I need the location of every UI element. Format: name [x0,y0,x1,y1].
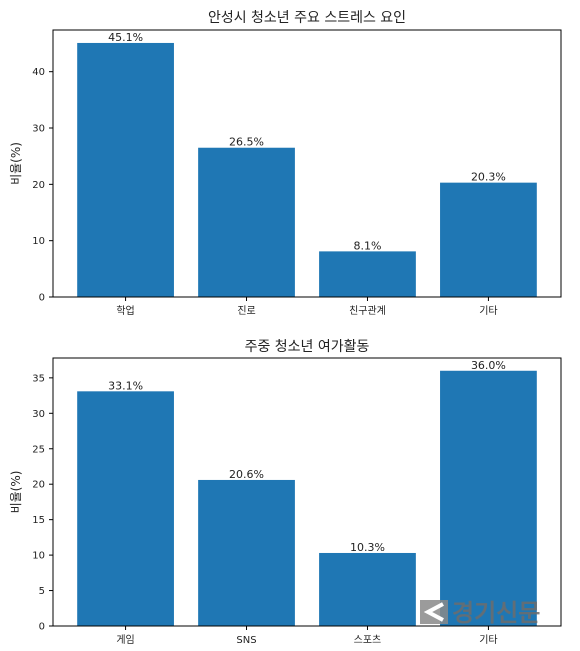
y-tick-label: 20 [32,180,45,191]
y-tick-label: 25 [32,444,45,455]
x-tick-label: 진로 [237,305,255,317]
chart-title: 주중 청소년 여가활동 [245,339,370,355]
chart-title: 안성시 청소년 주요 스트레스 요인 [208,10,406,26]
watermark-text: 경기신문 [452,599,540,627]
bar-4 [440,182,537,297]
x-tick-label: 기타 [479,634,497,646]
y-tick-label: 40 [32,67,45,78]
bar-2 [198,147,295,297]
chart-panel-2: 주중 청소년 여가활동 33.1% 게임 20.6% SNS 10.3% 스포츠 36.0% 기… [9,339,562,646]
x-tick-label: 기타 [479,305,497,317]
x-tick-label: 친구관계 [349,305,386,317]
bar-data-label: 10.3% [350,541,385,554]
watermark: 경기신문 [420,599,540,627]
y-tick-label: 10 [32,236,45,247]
chart-panel-1: 안성시 청소년 주요 스트레스 요인 45.1% 학업 26.5% 진로 8.1% 친구관계… [9,10,562,317]
x-tick-label: 학업 [116,304,134,317]
plot-frame [52,357,562,627]
y-tick-label: 35 [32,373,45,384]
bar-2 [198,479,295,626]
x-tick-label: 스포츠 [354,634,382,646]
bar-data-label: 20.3% [471,171,506,184]
bar-1 [77,42,174,298]
y-tick-label: 20 [32,480,45,491]
bar-data-label: 45.1% [108,31,143,44]
x-tick-label: 게임 [116,633,134,646]
y-axis-label: 비율(%) [9,471,23,514]
y-tick-label: 30 [32,409,45,420]
bar-data-label: 33.1% [108,379,143,392]
y-tick-label: 0 [39,622,45,633]
bar-4 [440,370,537,626]
y-tick-label: 5 [39,586,45,597]
x-tick-label: SNS [236,635,256,646]
bar-data-label: 20.6% [229,468,264,481]
gyeonggi-shinmun-logo-icon [420,600,448,624]
bar-data-label: 26.5% [229,136,264,149]
bar-data-label: 8.1% [353,239,381,252]
bar-3 [319,552,416,626]
bar-1 [77,391,174,626]
y-tick-label: 15 [32,515,45,526]
bar-3 [319,251,416,297]
y-axis-label: 비율(%) [9,142,23,185]
y-tick-label: 30 [32,124,45,135]
bar-data-label: 36.0% [471,359,506,372]
y-tick-label: 10 [32,551,45,562]
y-tick-label: 0 [39,293,45,304]
plot-frame [52,29,562,298]
